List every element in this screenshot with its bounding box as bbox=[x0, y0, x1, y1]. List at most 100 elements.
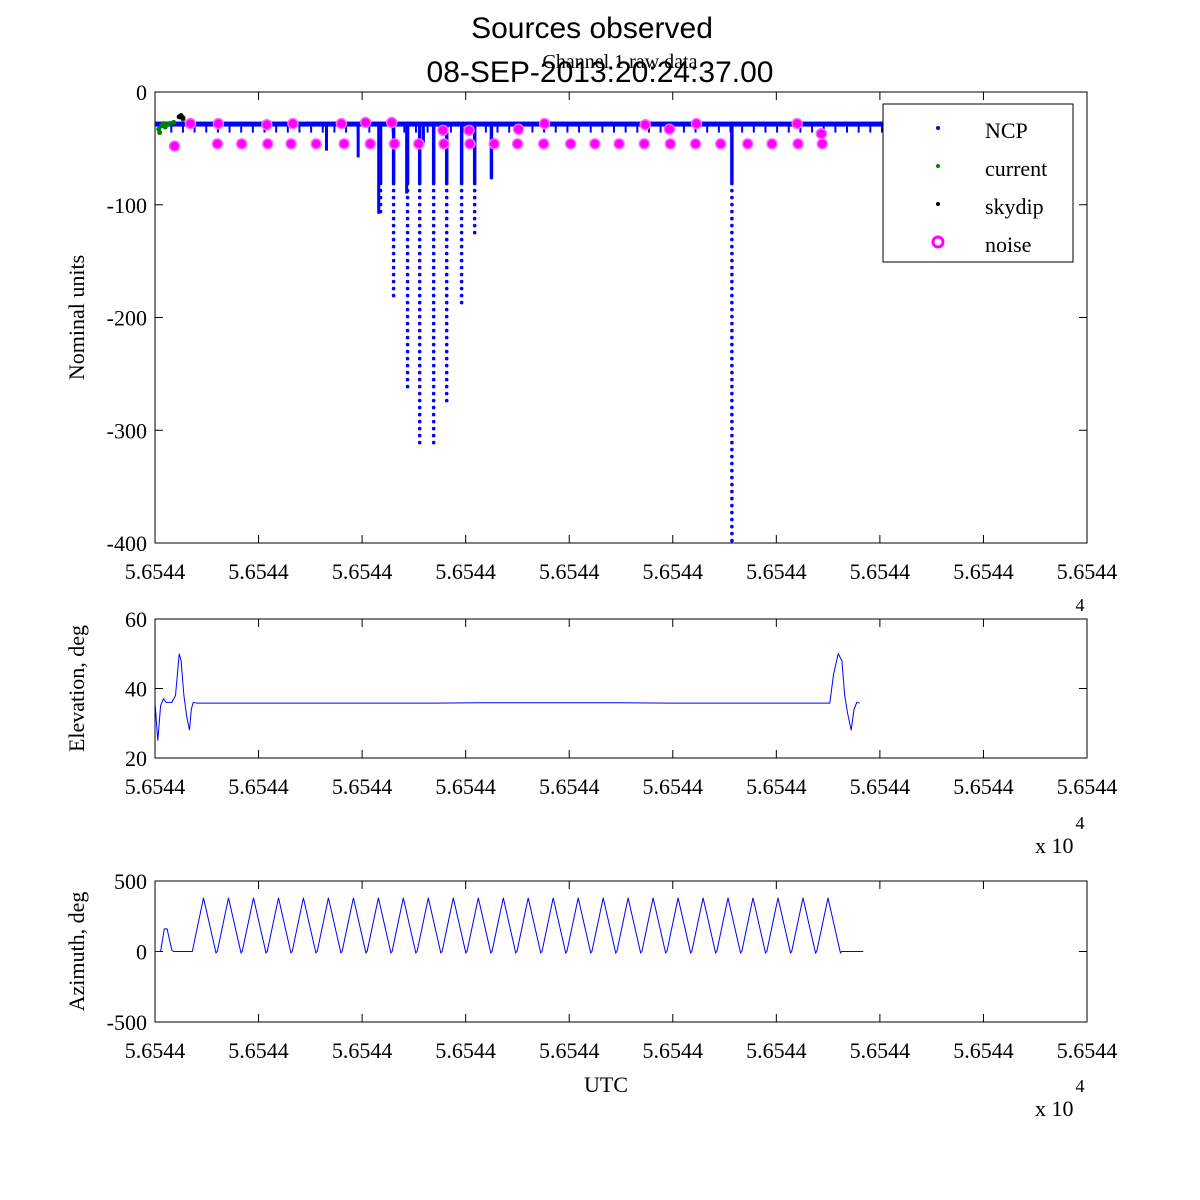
figure-title-line2: 08-SEP-2013:20:24:37.00 bbox=[427, 56, 774, 89]
ncp-point bbox=[730, 468, 734, 473]
ncp-point bbox=[417, 377, 422, 382]
ncp-point bbox=[431, 195, 436, 200]
ncp-point bbox=[405, 314, 410, 319]
y-tick-label: 0 bbox=[136, 80, 147, 105]
ncp-point bbox=[431, 440, 436, 445]
ncp-point bbox=[472, 209, 477, 214]
ncp-point bbox=[431, 398, 436, 403]
ncp-point bbox=[417, 349, 422, 354]
ncp-point bbox=[472, 202, 477, 207]
ncp-point bbox=[391, 195, 396, 200]
ncp-point bbox=[730, 335, 734, 340]
ncp-point bbox=[431, 426, 436, 431]
ncp-point bbox=[730, 377, 734, 382]
ncp-point bbox=[730, 370, 734, 375]
x-tick-label: 5.6544 bbox=[1057, 1038, 1118, 1063]
ncp-point bbox=[417, 293, 422, 298]
ncp-point bbox=[444, 188, 449, 193]
ncp-point bbox=[472, 223, 477, 228]
ncp-point bbox=[417, 279, 422, 284]
ncp-point bbox=[444, 251, 449, 256]
ncp-point bbox=[417, 426, 422, 431]
ncp-point bbox=[459, 244, 464, 249]
ncp-point bbox=[730, 524, 734, 529]
ncp-point bbox=[444, 237, 449, 242]
ncp-point bbox=[472, 216, 477, 221]
ncp-point bbox=[431, 251, 436, 256]
ncp-point bbox=[730, 517, 734, 522]
ncp-point bbox=[431, 258, 436, 263]
ncp-point bbox=[405, 230, 410, 235]
noise-point bbox=[639, 118, 651, 131]
noise-point bbox=[564, 138, 577, 150]
legend-item-ncp: NCP bbox=[936, 118, 1028, 143]
ncp-point bbox=[459, 237, 464, 242]
x-tick-label: 5.6544 bbox=[953, 1038, 1014, 1063]
ncp-point bbox=[391, 251, 396, 256]
noise-point bbox=[538, 117, 551, 130]
ncp-point bbox=[391, 286, 396, 291]
legend-label-skydip: skydip bbox=[985, 194, 1044, 219]
ncp-point bbox=[417, 433, 422, 438]
y-tick-label: 20 bbox=[125, 746, 147, 771]
ncp-point bbox=[730, 286, 734, 291]
ncp-point bbox=[444, 391, 449, 396]
noise-point bbox=[261, 118, 273, 131]
ncp-point bbox=[730, 258, 734, 263]
ncp-point bbox=[459, 209, 464, 214]
x-tick-label: 5.6544 bbox=[643, 1038, 704, 1063]
ncp-point bbox=[730, 398, 734, 403]
ncp-point bbox=[431, 188, 436, 193]
ncp-point bbox=[431, 237, 436, 242]
x-tick-label: 5.6544 bbox=[643, 774, 704, 799]
ncp-point bbox=[431, 321, 436, 326]
ncp-point bbox=[730, 433, 734, 438]
ncp-point bbox=[444, 314, 449, 319]
ncp-point bbox=[730, 195, 734, 200]
legend-marker-current bbox=[936, 164, 940, 168]
ncp-point bbox=[459, 216, 464, 221]
ncp-point bbox=[378, 188, 383, 193]
x-tick-label: 5.6544 bbox=[435, 774, 496, 799]
ncp-point bbox=[417, 195, 422, 200]
ncp-baseline bbox=[155, 121, 976, 127]
ncp-point bbox=[730, 461, 734, 466]
ncp-point bbox=[472, 188, 477, 193]
legend-item-skydip: skydip bbox=[936, 194, 1044, 219]
ncp-point bbox=[431, 279, 436, 284]
ncp-point bbox=[391, 209, 396, 214]
ncp-point bbox=[417, 335, 422, 340]
ncp-point bbox=[431, 412, 436, 417]
noise-point bbox=[512, 123, 525, 135]
x-exponent-power: 4 bbox=[1076, 813, 1085, 833]
ncp-point bbox=[444, 328, 449, 333]
ncp-point bbox=[472, 195, 477, 200]
ncp-point bbox=[391, 181, 396, 186]
legend: NCP current skydip noise bbox=[882, 103, 1074, 263]
ncp-point bbox=[431, 202, 436, 207]
ncp-point bbox=[444, 181, 449, 186]
ncp-point bbox=[459, 195, 464, 200]
ncp-point bbox=[431, 384, 436, 389]
ncp-point bbox=[405, 195, 410, 200]
ncp-point bbox=[730, 188, 734, 193]
ncp-point bbox=[730, 356, 734, 361]
ncp-point bbox=[730, 426, 734, 431]
ncp-point bbox=[405, 251, 410, 256]
ncp-point bbox=[431, 307, 436, 312]
y-tick-label: 0 bbox=[136, 940, 147, 965]
ncp-point bbox=[444, 223, 449, 228]
ncp-point bbox=[730, 349, 734, 354]
ncp-point bbox=[405, 223, 410, 228]
azimuth-panel: 5.6544 5.6544 5.6544 5.6544 5.6544 5.6544 5.65… bbox=[64, 869, 1117, 1121]
ncp-point bbox=[431, 419, 436, 424]
ncp-point bbox=[459, 188, 464, 193]
x-tick-label: 5.6544 bbox=[539, 559, 600, 584]
panel1-subtitle: Channel 1 raw data bbox=[543, 51, 698, 73]
ncp-point bbox=[405, 216, 410, 221]
ncp-point bbox=[730, 181, 734, 186]
ncp-point bbox=[405, 370, 410, 375]
ncp-point bbox=[417, 223, 422, 228]
ncp-point bbox=[730, 419, 734, 424]
ncp-point bbox=[405, 209, 410, 214]
